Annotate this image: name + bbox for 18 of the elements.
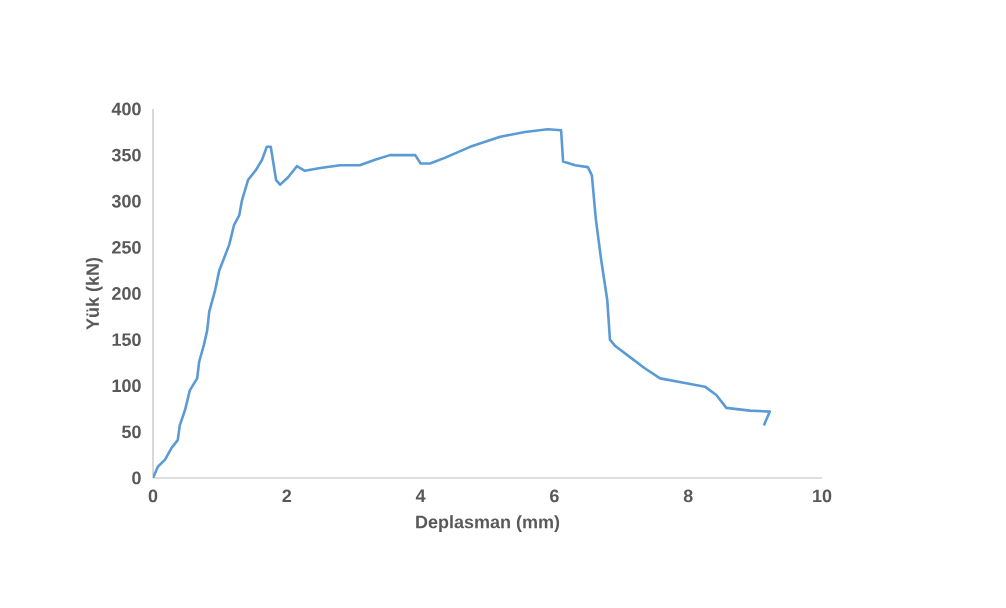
- y-tick-label: 100: [112, 379, 141, 393]
- y-tick-label: 50: [122, 425, 141, 439]
- x-tick-label: 4: [415, 489, 426, 502]
- x-tick-label: 6: [550, 489, 559, 503]
- y-tick-label: 300: [111, 194, 141, 208]
- y-tick-label: 400: [111, 102, 141, 116]
- x-axis-title: Deplasman (mm): [416, 515, 560, 532]
- x-tick-label: 8: [683, 489, 693, 503]
- line-series: [153, 128, 772, 478]
- y-tick-label: 0: [132, 471, 141, 485]
- x-tick-label: 10: [813, 489, 832, 503]
- x-tick-label: 2: [282, 489, 292, 503]
- y-tick-label: 200: [112, 287, 141, 300]
- y-tick-label: 250: [112, 240, 141, 254]
- y-axis-title: Yük (kN): [85, 257, 103, 330]
- y-tick-label: 350: [111, 148, 141, 162]
- x-tick-label: 0: [148, 489, 158, 503]
- y-tick-label: 150: [112, 333, 141, 346]
